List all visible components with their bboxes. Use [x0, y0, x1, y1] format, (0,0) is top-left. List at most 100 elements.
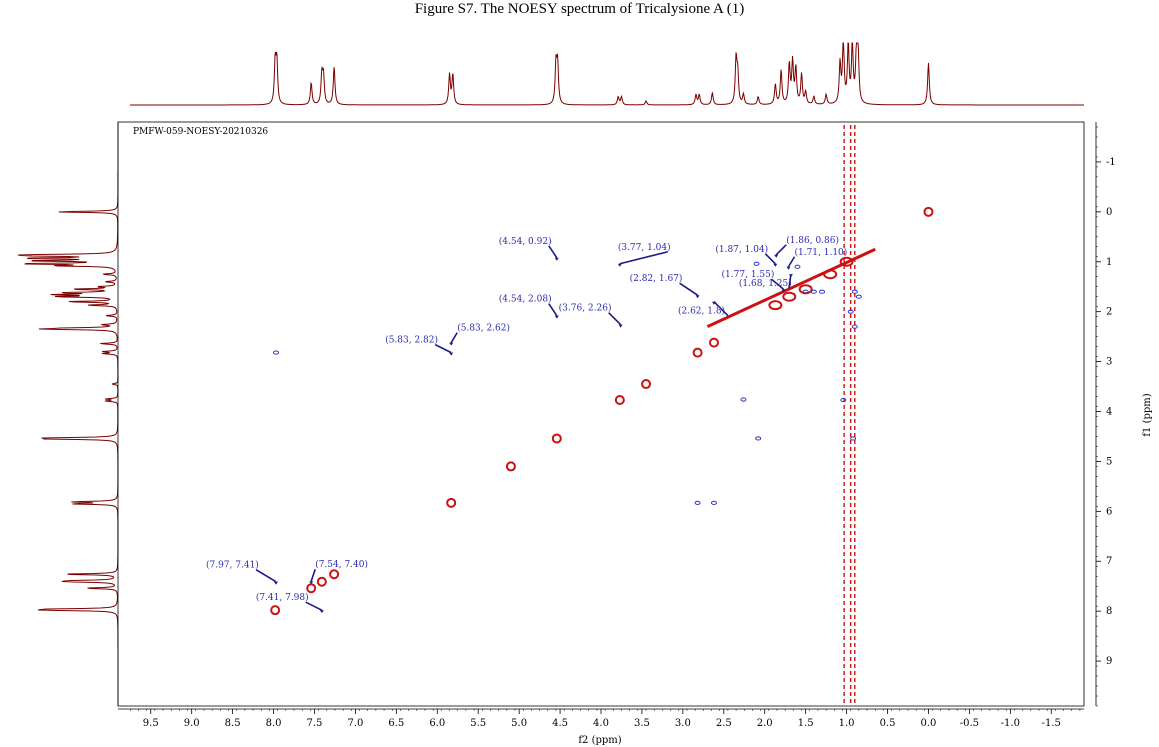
diagonal-peak	[923, 206, 934, 217]
diagonal-line	[706, 247, 876, 329]
x-tick-label: 7.0	[347, 718, 363, 729]
y-tick-label: -1	[1106, 157, 1116, 168]
x-tick-label: 9.5	[143, 718, 159, 729]
diagonal-peak	[270, 605, 281, 616]
x-tick-label: 2.5	[716, 718, 732, 729]
x-tick-label: 2.0	[757, 718, 773, 729]
x-tick-label: 6.0	[429, 718, 445, 729]
annotation-arrowhead	[774, 254, 779, 258]
y-tick-label: 5	[1106, 456, 1112, 467]
annotation-arrow	[434, 343, 452, 354]
y-tick-label: 8	[1106, 606, 1112, 617]
annotation-label: (4.54, 0.92)	[499, 236, 552, 247]
diagonal-peak	[446, 497, 457, 508]
cross-peak	[847, 309, 854, 314]
annotation-label: (3.76, 2.26)	[559, 303, 612, 314]
x-tick-label: 3.5	[634, 718, 650, 729]
annotation-arrow	[608, 312, 622, 326]
x-axis-label: f2 (ppm)	[578, 735, 621, 746]
x-tick-label: -0.5	[960, 718, 979, 729]
cross-peak	[851, 289, 858, 294]
y-tick-label: 1	[1106, 257, 1112, 268]
diagonal-peak	[692, 347, 703, 358]
cross-peak	[694, 500, 701, 505]
annotation-arrow	[713, 301, 729, 317]
annotation-arrow	[787, 256, 796, 268]
diagonal-peak	[782, 291, 797, 302]
diagonal-peak	[798, 284, 813, 295]
diagonal-peak	[316, 576, 327, 587]
x-tick-label: 1.0	[839, 718, 855, 729]
annotation-arrowhead	[781, 289, 786, 293]
x-tick-label: 0.5	[880, 718, 896, 729]
annotation-arrow	[771, 278, 785, 290]
peak-annotations: (4.54, 0.92) (3.77, 1.04) (1.87, 1.04) (1.8…	[206, 235, 847, 614]
annotation-arrowhead	[554, 257, 559, 261]
x-axis: 9.5 9.0 8.5 8.0 7.5 7.0 6.5 6.0 5.5 5.0 4.5 4.0 3.5 3…	[118, 708, 1084, 729]
annotation-label: (1.71, 1.10)	[794, 247, 847, 258]
annotation-arrowhead	[711, 301, 716, 305]
cross-peak	[794, 264, 801, 269]
annotation-arrowhead	[617, 263, 622, 267]
x-tick-label: 3.0	[675, 718, 691, 729]
annotation-arrow	[619, 250, 669, 265]
experiment-label: PMFW-059-NOESY-20210326	[133, 127, 268, 137]
y-tick-label: 4	[1106, 407, 1112, 418]
annotation-label: (4.54, 2.08)	[499, 294, 552, 305]
y-tick-label: 6	[1106, 506, 1112, 517]
plot-frame	[117, 121, 1085, 707]
annotation-label: (1.86, 0.86)	[786, 235, 839, 246]
diagonal-peak	[329, 569, 340, 580]
diagonal-peak	[306, 583, 317, 594]
x-tick-label: 4.5	[552, 718, 568, 729]
x-tick-label: 1.5	[798, 718, 814, 729]
y-tick-label: 0	[1106, 207, 1112, 218]
annotation-arrowhead	[554, 315, 559, 319]
top-1d-projection	[130, 42, 1084, 106]
annotation-arrowhead	[788, 274, 793, 278]
annotation-arrow	[310, 568, 316, 582]
annotation-label: (1.77, 1.55)	[722, 269, 775, 280]
annotation-arrowhead	[319, 610, 324, 614]
cross-peak	[840, 397, 847, 403]
y-axis-label: f1 (ppm)	[1142, 393, 1153, 436]
x-tick-label: 0.0	[921, 718, 937, 729]
annotation-label: (7.97, 7.41)	[206, 560, 259, 571]
cross-peak	[851, 324, 858, 329]
x-tick-label: 6.5	[388, 718, 404, 729]
cross-peak	[755, 436, 762, 441]
annotation-arrow	[775, 244, 787, 256]
annotation-arrowhead	[618, 324, 623, 328]
x-tick-label: 5.5	[470, 718, 486, 729]
diagonal-peak	[823, 269, 838, 280]
cross-peak	[710, 500, 717, 505]
y-axis: -1 0 1 2 3 4 5 6 7 8 9	[1095, 122, 1116, 707]
x-tick-label: 7.5	[307, 718, 323, 729]
t1-noise-streak	[843, 125, 856, 703]
y-tick-label: 9	[1106, 656, 1112, 667]
left-1d-projection	[18, 122, 119, 706]
annotation-arrow	[548, 303, 558, 317]
annotation-label: (2.62, 1.8)	[678, 306, 725, 317]
cross-peak	[802, 289, 809, 294]
annotation-arrowhead	[449, 342, 454, 346]
cross-peak	[753, 261, 760, 266]
cross-peaks-negative	[272, 261, 862, 505]
annotation-label: (1.68, 1.25)	[739, 278, 792, 289]
diagonal-peak	[641, 379, 652, 390]
diagonal-peak	[768, 300, 783, 311]
annotation-arrow	[450, 332, 458, 344]
cross-peak	[850, 436, 857, 441]
annotation-label: (2.82, 1.67)	[630, 273, 683, 284]
x-tick-label: 9.0	[184, 718, 200, 729]
diagonal-peak	[505, 461, 516, 472]
y-tick-label: 3	[1106, 357, 1112, 368]
annotation-arrowhead	[273, 581, 278, 585]
diagonal-peak	[551, 433, 562, 444]
diagonal-peak	[839, 256, 854, 267]
diagonal-peak	[614, 395, 625, 406]
page-title: Figure S7. The NOESY spectrum of Tricaly…	[414, 1, 745, 17]
cross-peak	[855, 294, 862, 299]
y-tick-label: 7	[1106, 556, 1112, 567]
diagonal-peak	[708, 337, 719, 348]
